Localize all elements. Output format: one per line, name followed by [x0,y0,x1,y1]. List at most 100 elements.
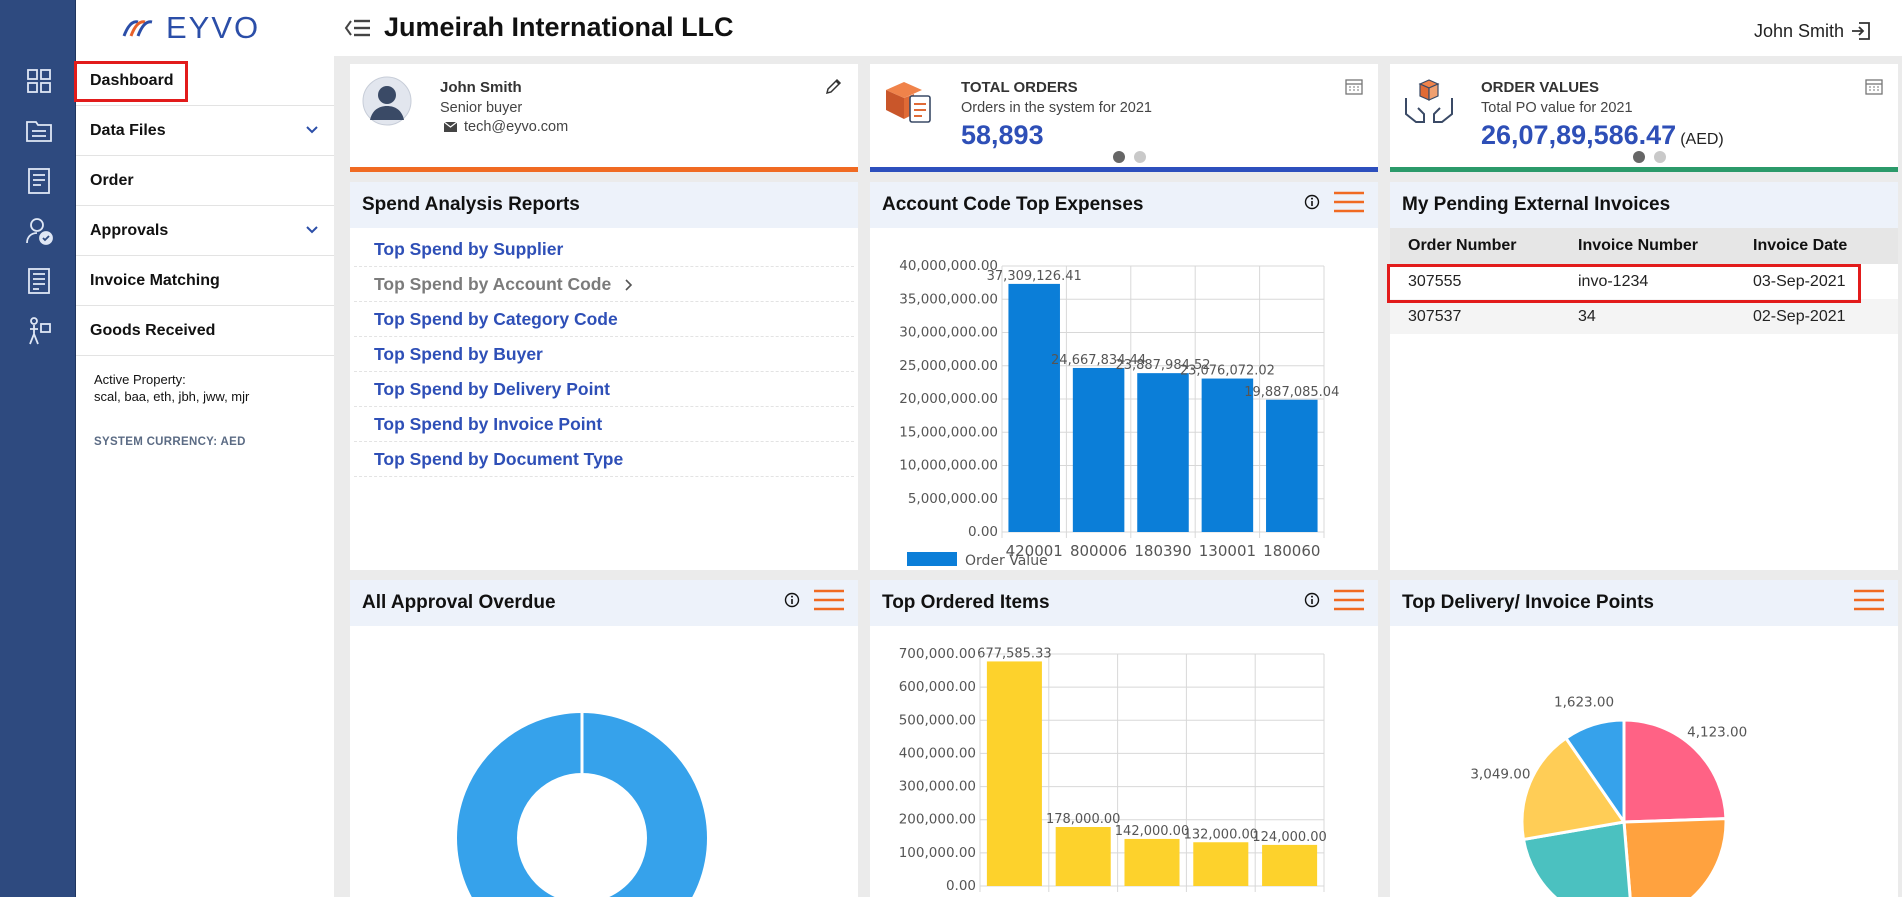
logo: EYVO [122,10,260,46]
goods-received-icon[interactable] [22,314,56,348]
active-property-label: Active Property: [94,372,186,387]
sidebar-item-order[interactable]: Order [76,156,334,206]
y-tick-label: 700,000.00 [899,646,976,662]
carousel-dot[interactable] [1113,151,1125,163]
carousel-dot[interactable] [1654,151,1666,163]
bar [1072,367,1125,532]
panel-title: Top Delivery/ Invoice Points [1402,592,1654,613]
user-name: John Smith [1753,20,1844,41]
link-top-spend-buyer[interactable]: Top Spend by Buyer [354,337,854,372]
user-menu[interactable]: John Smith [1754,20,1872,42]
sidebar-item-dashboard[interactable]: Dashboard [76,56,334,106]
table-row[interactable]: 307555 invo-1234 03-Sep-2021 [1390,264,1898,299]
y-tick-label: 300,000.00 [899,779,976,795]
y-tick-label: 10,000,000.00 [899,458,998,474]
orders-subtitle: Orders in the system for 2021 [961,100,1152,116]
panel-title: Account Code Top Expenses [882,194,1144,215]
orders-value: 58,893 [961,120,1044,150]
invoice-icon[interactable] [22,264,56,298]
hamburger-icon[interactable] [1334,190,1364,214]
total-orders-card: TOTAL ORDERS Orders in the system for 20… [870,64,1378,172]
order-values-hands-icon [1405,79,1453,123]
sidebar-item-data-files[interactable]: Data Files [76,106,334,156]
legend-label: Order Value [965,553,1048,569]
approvals-icon[interactable] [22,214,56,248]
values-title: ORDER VALUES [1481,79,1600,96]
x-tick-label: 180390 [1134,542,1191,560]
account-code-panel: Account Code Top Expenses 40,000,000.00 3… [870,182,1378,570]
carousel-dot[interactable] [1134,151,1146,163]
link-top-spend-document-type[interactable]: Top Spend by Document Type [354,442,854,477]
link-top-spend-supplier[interactable]: Top Spend by Supplier [354,232,854,267]
y-tick-label: 30,000,000.00 [899,325,998,341]
chevron-down-icon [306,126,318,134]
panel-header: Account Code Top Expenses [870,182,1378,228]
pie-slice [1521,820,1632,897]
y-tick-label: 15,000,000.00 [899,424,998,440]
calendar-icon[interactable] [1344,76,1364,96]
blue-accent-bar [870,167,1378,172]
hamburger-icon[interactable] [1854,588,1884,612]
hamburger-icon[interactable] [1334,588,1364,612]
company-name: Jumeirah International LLC [384,12,734,42]
panel-header: My Pending External Invoices [1390,182,1898,228]
data-label: 142,000.00 [1115,824,1189,839]
dashboard-highlight-box [74,61,188,102]
column-header[interactable]: Invoice Date [1735,228,1898,264]
chevron-right-icon [625,279,633,291]
profile-email[interactable]: tech@eyvo.com [464,119,569,135]
system-currency: SYSTEM CURRENCY: AED [94,436,246,448]
chevron-down-icon [306,226,318,234]
order-icon[interactable] [22,164,56,198]
link-top-spend-account-code[interactable]: Top Spend by Account Code [354,267,854,302]
grid-icon[interactable] [22,64,56,98]
y-tick-label: 20,000,000.00 [899,391,998,407]
carousel-dots [1113,151,1146,163]
info-icon[interactable] [1304,592,1320,608]
orange-accent-bar [350,167,858,172]
spend-analysis-panel: Spend Analysis Reports Top Spend by Supp… [350,182,858,570]
account-expenses-chart: 40,000,000.00 35,000,000.00 30,000,000.00 2… [899,258,1339,569]
carousel-dot[interactable] [1633,151,1645,163]
link-top-spend-delivery[interactable]: Top Spend by Delivery Point [354,372,854,407]
cell-invoice-date: 03-Sep-2021 [1753,272,1846,290]
link-top-spend-invoice[interactable]: Top Spend by Invoice Point [354,407,854,442]
sidebar-item-invoice-matching[interactable]: Invoice Matching [76,256,334,306]
logo-mark-icon [122,20,153,37]
sidebar-item-goods-received[interactable]: Goods Received [76,306,334,356]
orders-box-icon [886,82,931,123]
legend-swatch [907,552,957,566]
profile-role: Senior buyer [440,100,523,116]
data-label: 19,887,085.04 [1244,385,1339,400]
icon-rail [0,0,76,897]
column-header[interactable]: Order Number [1390,228,1560,264]
pending-invoices-panel: My Pending External Invoices Order Numbe… [1390,182,1898,570]
y-tick-label: 5,000,000.00 [908,491,998,507]
data-label: 677,585.33 [977,646,1051,661]
edit-icon[interactable] [824,76,844,96]
menu-collapse-icon[interactable] [344,16,372,40]
bar [1266,399,1318,532]
table-header-row: Order Number Invoice Number Invoice Date [1390,228,1898,264]
logout-icon[interactable] [1850,20,1872,42]
bar [1008,283,1060,532]
top-items-chart: 700,000.00 600,000.00 500,000.00 400,000.00… [899,646,1327,894]
table-row[interactable]: 307537 34 02-Sep-2021 [1390,299,1898,334]
hamburger-icon[interactable] [814,588,844,612]
column-header[interactable]: Invoice Number [1560,228,1735,264]
info-icon[interactable] [1304,194,1320,210]
x-tick-label: 130001 [1199,542,1256,560]
panel-header: All Approval Overdue [350,580,858,626]
sidebar-item-label: Data Files [90,121,166,139]
logo-text: EYVO [166,10,261,45]
data-files-icon[interactable] [22,114,56,148]
link-top-spend-category[interactable]: Top Spend by Category Code [354,302,854,337]
info-icon[interactable] [784,592,800,608]
y-tick-label: 500,000.00 [899,712,976,728]
sidebar-item-approvals[interactable]: Approvals [76,206,334,256]
calendar-icon[interactable] [1864,76,1884,96]
data-label: 178,000.00 [1046,812,1120,827]
active-property: Active Property: scal, baa, eth, jbh, jw… [94,371,249,405]
active-property-value: scal, baa, eth, jbh, jww, mjr [94,389,250,404]
top-bar: Jumeirah International LLC John Smith [334,0,1902,56]
